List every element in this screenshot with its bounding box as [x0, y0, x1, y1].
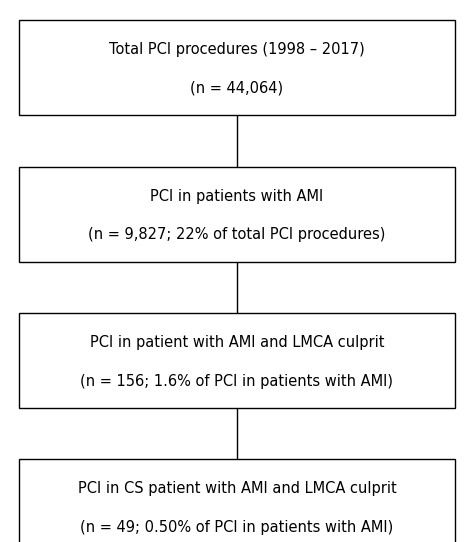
- Bar: [19, 21, 455, 115]
- Text: (n = 49; 0.50% of PCI in patients with AMI): (n = 49; 0.50% of PCI in patients with A…: [81, 520, 393, 535]
- Text: PCI in patient with AMI and LMCA culprit: PCI in patient with AMI and LMCA culprit: [90, 335, 384, 350]
- Text: (n = 9,827; 22% of total PCI procedures): (n = 9,827; 22% of total PCI procedures): [88, 227, 386, 242]
- Bar: [19, 313, 455, 408]
- Text: (n = 44,064): (n = 44,064): [191, 81, 283, 96]
- Text: Total PCI procedures (1998 – 2017): Total PCI procedures (1998 – 2017): [109, 42, 365, 57]
- Text: (n = 156; 1.6% of PCI in patients with AMI): (n = 156; 1.6% of PCI in patients with A…: [81, 373, 393, 389]
- Text: PCI in patients with AMI: PCI in patients with AMI: [150, 189, 324, 204]
- Bar: [19, 460, 455, 542]
- Text: PCI in CS patient with AMI and LMCA culprit: PCI in CS patient with AMI and LMCA culp…: [78, 481, 396, 496]
- Bar: [19, 167, 455, 262]
